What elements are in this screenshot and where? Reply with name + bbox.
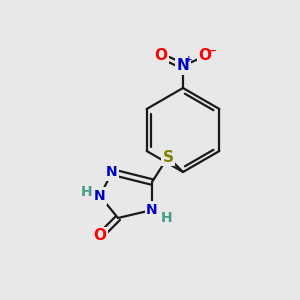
Text: O: O — [154, 49, 167, 64]
Text: N: N — [177, 58, 189, 74]
Text: O: O — [199, 49, 212, 64]
Text: +: + — [185, 56, 193, 64]
Text: N: N — [106, 165, 118, 179]
Text: O: O — [94, 229, 106, 244]
Text: −: − — [208, 46, 218, 56]
Text: N: N — [146, 203, 158, 217]
Text: N: N — [94, 189, 106, 203]
Text: H: H — [161, 211, 173, 225]
Text: H: H — [81, 185, 93, 199]
Text: S: S — [163, 149, 173, 164]
